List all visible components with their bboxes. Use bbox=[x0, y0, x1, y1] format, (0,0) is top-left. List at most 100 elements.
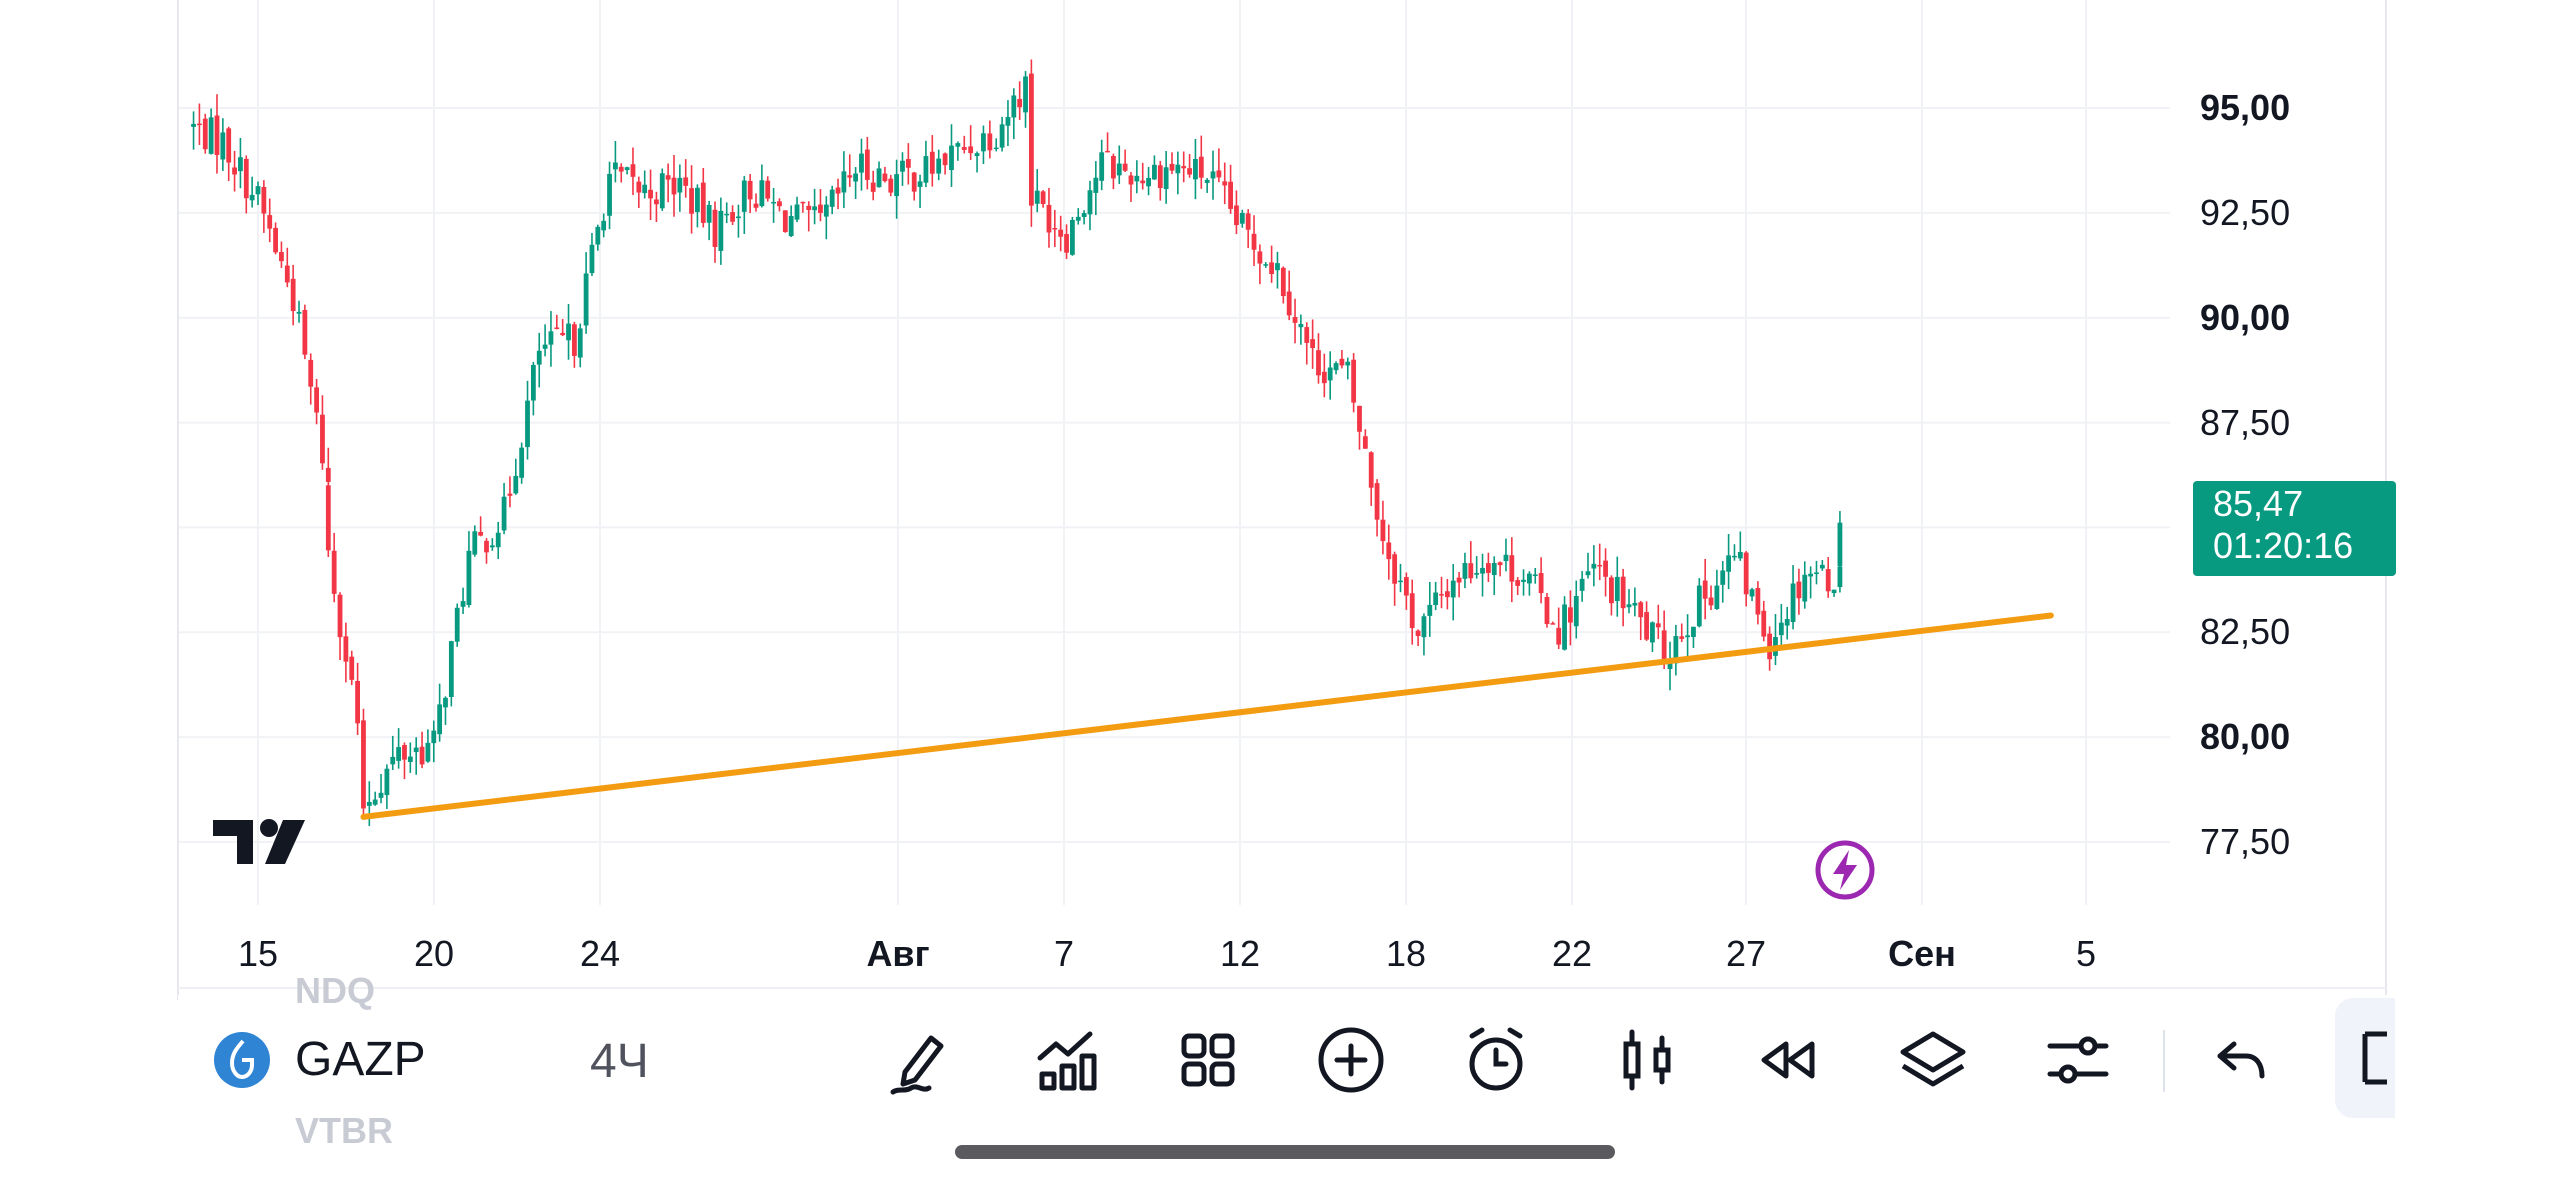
symbol-list-item-above[interactable]: NDQ bbox=[295, 970, 375, 1011]
candle bbox=[1216, 148, 1222, 183]
candle bbox=[942, 152, 948, 175]
gazprom-logo-icon[interactable] bbox=[214, 1032, 270, 1088]
candle bbox=[683, 159, 689, 198]
candle bbox=[472, 525, 478, 557]
templates-icon[interactable] bbox=[1170, 1022, 1246, 1098]
candle bbox=[1310, 319, 1316, 369]
alert-icon[interactable] bbox=[1458, 1022, 1534, 1098]
candle bbox=[853, 167, 859, 199]
candle bbox=[1427, 581, 1433, 637]
undo-icon[interactable] bbox=[2204, 1022, 2280, 1098]
toolbar-divider bbox=[2163, 1030, 2165, 1092]
interval-button[interactable]: 4Ч bbox=[590, 1035, 649, 1088]
candle bbox=[771, 187, 776, 223]
candle bbox=[765, 176, 771, 202]
candle bbox=[349, 650, 355, 686]
candle bbox=[936, 149, 942, 181]
symbol-button[interactable]: GAZP bbox=[295, 1033, 426, 1086]
candle bbox=[1708, 585, 1714, 611]
bar-countdown: 01:20:16 bbox=[2213, 525, 2354, 566]
candle bbox=[1099, 139, 1105, 191]
candle bbox=[1591, 545, 1597, 587]
trend-line[interactable] bbox=[360, 612, 2054, 820]
candle bbox=[577, 323, 583, 368]
price-chart[interactable] bbox=[0, 0, 2556, 1000]
candle bbox=[501, 482, 507, 535]
candle bbox=[1257, 244, 1263, 285]
tradingview-logo-icon[interactable] bbox=[213, 818, 309, 871]
flash-icon[interactable] bbox=[1813, 838, 1877, 907]
side-panel-toggle[interactable] bbox=[2335, 998, 2395, 1118]
candle bbox=[1515, 577, 1521, 596]
candle bbox=[806, 201, 812, 232]
layers-icon[interactable] bbox=[1895, 1022, 1971, 1098]
candle bbox=[273, 222, 278, 255]
candle bbox=[1650, 621, 1655, 653]
candle bbox=[478, 516, 484, 537]
candle bbox=[1105, 132, 1110, 153]
candle bbox=[1632, 587, 1638, 617]
candle bbox=[1450, 563, 1456, 621]
candle bbox=[1163, 151, 1169, 204]
candle bbox=[1386, 524, 1392, 580]
candle bbox=[431, 720, 437, 763]
candle bbox=[1362, 429, 1368, 449]
symbol-list-item-below[interactable]: VTBR bbox=[295, 1110, 393, 1151]
candle bbox=[981, 125, 986, 165]
chart-type-icon[interactable] bbox=[1610, 1022, 1686, 1098]
add-icon[interactable] bbox=[1313, 1022, 1389, 1098]
candle bbox=[955, 141, 961, 161]
candle bbox=[495, 521, 501, 560]
candle bbox=[1444, 579, 1450, 610]
candle bbox=[753, 193, 759, 212]
candle bbox=[1392, 551, 1398, 606]
candle bbox=[1685, 614, 1690, 660]
candle bbox=[1544, 593, 1550, 628]
candle bbox=[1732, 544, 1737, 561]
settings-icon[interactable] bbox=[2040, 1022, 2116, 1098]
candle bbox=[1691, 626, 1696, 648]
candle bbox=[437, 683, 443, 742]
candle bbox=[1538, 557, 1544, 604]
candle bbox=[642, 170, 648, 199]
candle bbox=[583, 252, 589, 334]
candle bbox=[337, 592, 343, 660]
candle bbox=[706, 200, 712, 241]
home-indicator[interactable] bbox=[955, 1145, 1615, 1159]
candle bbox=[818, 189, 823, 222]
candle bbox=[1304, 322, 1310, 365]
candle bbox=[659, 168, 665, 211]
candle bbox=[1521, 569, 1526, 596]
drawing-tools-icon[interactable] bbox=[883, 1022, 959, 1098]
candle bbox=[1081, 210, 1087, 225]
candle bbox=[1802, 561, 1808, 609]
candle bbox=[1116, 145, 1122, 185]
time-axis-label: Авг bbox=[866, 933, 930, 974]
candle bbox=[1351, 353, 1357, 413]
candle bbox=[812, 188, 818, 225]
candle bbox=[601, 213, 607, 238]
candle bbox=[1169, 152, 1175, 175]
candle bbox=[1198, 135, 1204, 189]
candle bbox=[191, 111, 196, 150]
replay-icon[interactable] bbox=[1750, 1022, 1826, 1098]
candle bbox=[1087, 180, 1093, 231]
candle bbox=[320, 395, 325, 470]
candle bbox=[1403, 572, 1409, 610]
candle bbox=[1556, 607, 1562, 649]
candle bbox=[279, 241, 284, 268]
candle bbox=[968, 125, 974, 160]
candle bbox=[736, 204, 741, 238]
candle bbox=[355, 662, 361, 736]
candle bbox=[1790, 565, 1796, 630]
candle bbox=[419, 731, 425, 769]
indicators-icon[interactable] bbox=[1030, 1022, 1106, 1098]
candle bbox=[1269, 245, 1275, 283]
candle bbox=[829, 185, 835, 215]
candle bbox=[1333, 361, 1339, 375]
time-axis-label: Сен bbox=[1888, 933, 1956, 974]
candle bbox=[208, 108, 214, 155]
candle bbox=[1187, 154, 1192, 178]
candle bbox=[1796, 568, 1802, 615]
candle bbox=[560, 318, 566, 336]
